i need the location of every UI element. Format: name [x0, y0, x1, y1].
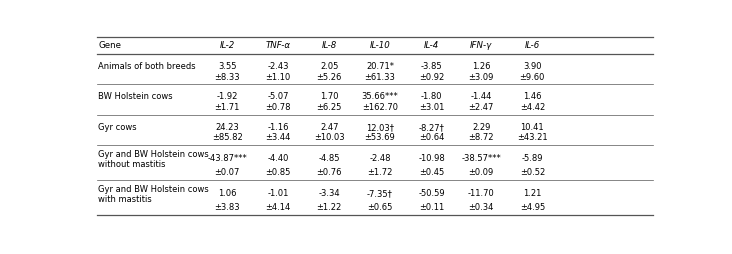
Text: -10.98: -10.98 [418, 154, 445, 164]
Text: Gyr and BW Holstein cows: Gyr and BW Holstein cows [98, 150, 209, 159]
Text: 1.06: 1.06 [218, 189, 236, 198]
Text: TNF-α: TNF-α [266, 41, 291, 50]
Text: 2.29: 2.29 [472, 123, 490, 132]
Text: ±1.72: ±1.72 [367, 168, 392, 177]
Text: 20.71*: 20.71* [366, 62, 394, 71]
Text: Gyr cows: Gyr cows [98, 123, 137, 132]
Text: ±0.92: ±0.92 [419, 73, 444, 82]
Text: -43.87***: -43.87*** [207, 154, 247, 164]
Text: IL-8: IL-8 [321, 41, 337, 50]
Text: 2.05: 2.05 [320, 62, 338, 71]
Text: -3.85: -3.85 [421, 62, 442, 71]
Text: ±0.07: ±0.07 [214, 168, 240, 177]
Text: ±3.09: ±3.09 [468, 73, 494, 82]
Text: -1.16: -1.16 [267, 123, 289, 132]
Text: ±8.33: ±8.33 [214, 73, 240, 82]
Text: ±6.25: ±6.25 [316, 103, 342, 112]
Text: ±53.69: ±53.69 [365, 133, 395, 142]
Text: -3.34: -3.34 [318, 189, 340, 198]
Text: ±4.42: ±4.42 [520, 103, 545, 112]
Text: BW Holstein cows: BW Holstein cows [98, 92, 173, 102]
Text: IL-2: IL-2 [220, 41, 235, 50]
Text: ±1.71: ±1.71 [214, 103, 240, 112]
Text: Gene: Gene [98, 41, 122, 50]
Text: ±0.52: ±0.52 [520, 168, 545, 177]
Text: -8.27†: -8.27† [419, 123, 444, 132]
Text: -1.44: -1.44 [471, 92, 492, 102]
Text: -1.92: -1.92 [217, 92, 238, 102]
Text: ±85.82: ±85.82 [212, 133, 242, 142]
Text: 1.70: 1.70 [320, 92, 338, 102]
Text: without mastitis: without mastitis [98, 160, 166, 169]
Text: 12.03†: 12.03† [366, 123, 394, 132]
Text: IFN-γ: IFN-γ [470, 41, 493, 50]
Text: ±4.95: ±4.95 [520, 203, 545, 212]
Text: 1.46: 1.46 [523, 92, 542, 102]
Text: -1.80: -1.80 [421, 92, 442, 102]
Text: ±9.60: ±9.60 [520, 73, 545, 82]
Text: ±0.85: ±0.85 [266, 168, 291, 177]
Text: ±0.64: ±0.64 [419, 133, 444, 142]
Text: ±162.70: ±162.70 [362, 103, 398, 112]
Text: 35.66***: 35.66*** [362, 92, 398, 102]
Text: ±43.21: ±43.21 [517, 133, 548, 142]
Text: IL-10: IL-10 [370, 41, 390, 50]
Text: -1.01: -1.01 [267, 189, 289, 198]
Text: ±61.33: ±61.33 [365, 73, 395, 82]
Text: ±3.83: ±3.83 [214, 203, 240, 212]
Text: 2.47: 2.47 [320, 123, 338, 132]
Text: Gyr and BW Holstein cows: Gyr and BW Holstein cows [98, 185, 209, 194]
Text: ±0.78: ±0.78 [266, 103, 291, 112]
Text: ±3.44: ±3.44 [266, 133, 291, 142]
Text: 24.23: 24.23 [215, 123, 239, 132]
Text: -4.85: -4.85 [318, 154, 340, 164]
Text: with mastitis: with mastitis [98, 195, 152, 204]
Text: ±0.34: ±0.34 [468, 203, 494, 212]
Text: -2.48: -2.48 [369, 154, 391, 164]
Text: ±3.01: ±3.01 [419, 103, 444, 112]
Text: ±0.09: ±0.09 [468, 168, 494, 177]
Text: ±0.76: ±0.76 [316, 168, 342, 177]
Text: -2.43: -2.43 [267, 62, 289, 71]
Text: ±0.11: ±0.11 [419, 203, 444, 212]
Text: ±10.03: ±10.03 [314, 133, 345, 142]
Text: 3.90: 3.90 [523, 62, 542, 71]
Text: 10.41: 10.41 [520, 123, 544, 132]
Text: 3.55: 3.55 [218, 62, 236, 71]
Text: ±1.10: ±1.10 [266, 73, 291, 82]
Text: -5.07: -5.07 [267, 92, 289, 102]
Text: IL-6: IL-6 [525, 41, 540, 50]
Text: -7.35†: -7.35† [367, 189, 393, 198]
Text: Animals of both breeds: Animals of both breeds [98, 62, 196, 71]
Text: IL-4: IL-4 [424, 41, 439, 50]
Text: ±2.47: ±2.47 [468, 103, 494, 112]
Text: ±0.45: ±0.45 [419, 168, 444, 177]
Text: ±1.22: ±1.22 [316, 203, 342, 212]
Text: -50.59: -50.59 [418, 189, 445, 198]
Text: -5.89: -5.89 [521, 154, 543, 164]
Text: ±5.26: ±5.26 [316, 73, 342, 82]
Text: 1.21: 1.21 [523, 189, 542, 198]
Text: -38.57***: -38.57*** [461, 154, 501, 164]
Text: -4.40: -4.40 [267, 154, 289, 164]
Text: ±4.14: ±4.14 [266, 203, 291, 212]
Text: ±0.65: ±0.65 [367, 203, 392, 212]
Text: -11.70: -11.70 [468, 189, 495, 198]
Text: ±8.72: ±8.72 [468, 133, 494, 142]
Text: 1.26: 1.26 [472, 62, 490, 71]
